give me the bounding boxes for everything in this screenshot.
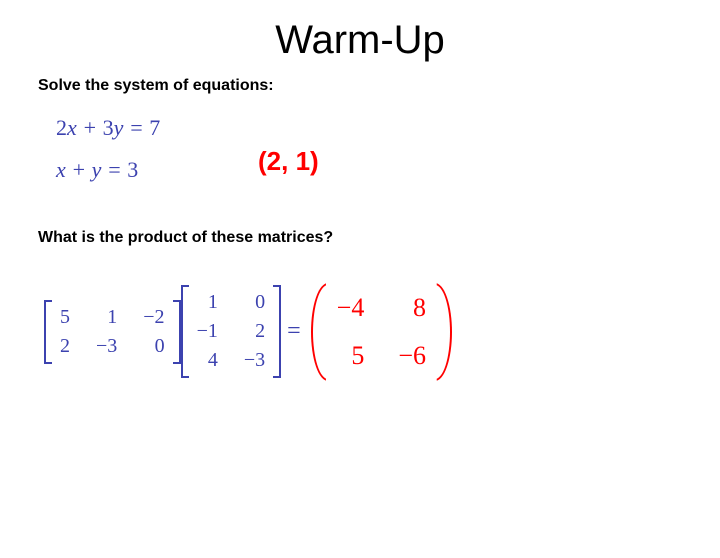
prompt-2: What is the product of these matrices?	[38, 229, 720, 247]
matrix-product-row: 5 1 −2 2 −3 0 1 0 −1 2 4 −3 = −4 8 5 −6	[44, 283, 720, 381]
answer-system: (2, 1)	[258, 146, 319, 177]
matrix-cell: 1	[197, 291, 218, 314]
system-equations: 2x + 3y = 7 x + y = 3	[56, 107, 720, 191]
paren-right-icon	[434, 283, 452, 381]
matrix-cell: 5	[60, 306, 70, 329]
matrix-cell: 2	[60, 335, 70, 358]
matrix-cell: 4	[197, 349, 218, 372]
paren-left-icon	[311, 283, 329, 381]
bracket-right-icon	[273, 285, 281, 378]
matrix-cell: −3	[96, 335, 117, 358]
bracket-left-icon	[44, 300, 52, 364]
matrix-cell: −4	[337, 293, 365, 323]
matrix-cell: 5	[337, 341, 365, 371]
equation-line-1: 2x + 3y = 7	[56, 107, 720, 149]
matrix-cell: −6	[398, 341, 426, 371]
bracket-left-icon	[181, 285, 189, 378]
bracket-right-icon	[173, 300, 181, 364]
matrix-result: −4 8 5 −6	[311, 283, 452, 381]
matrix-b: 1 0 −1 2 4 −3	[181, 285, 282, 378]
equation-line-2: x + y = 3	[56, 149, 720, 191]
matrix-cell: 0	[143, 335, 164, 358]
matrix-cell: −1	[197, 320, 218, 343]
matrix-cell: 0	[244, 291, 265, 314]
matrix-cell: 1	[96, 306, 117, 329]
matrix-cell: −3	[244, 349, 265, 372]
matrix-cell: 2	[244, 320, 265, 343]
prompt-1: Solve the system of equations:	[38, 77, 720, 95]
slide-title: Warm-Up	[0, 18, 720, 63]
matrix-a: 5 1 −2 2 −3 0	[44, 300, 181, 364]
equals-sign: =	[287, 318, 301, 345]
matrix-cell: −2	[143, 306, 164, 329]
matrix-cell: 8	[398, 293, 426, 323]
